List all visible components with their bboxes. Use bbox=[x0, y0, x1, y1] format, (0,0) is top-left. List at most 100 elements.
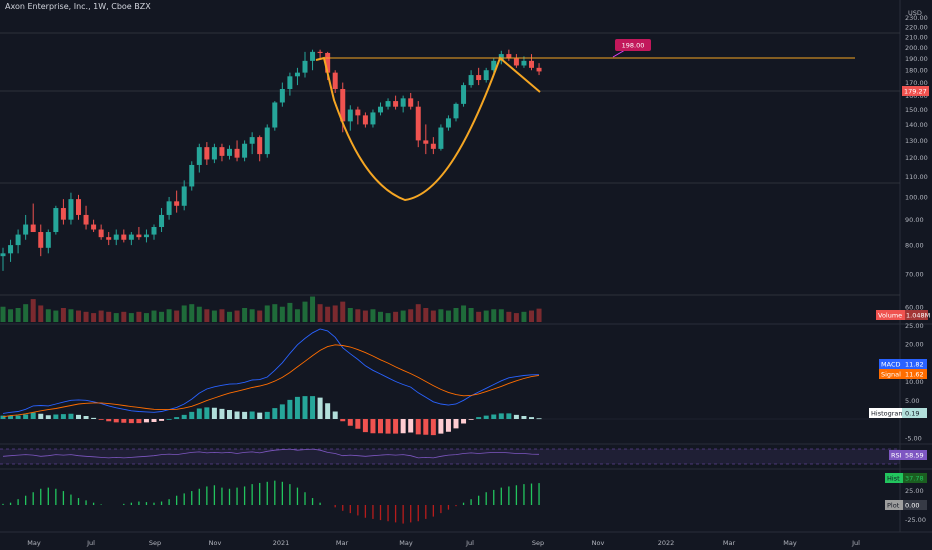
candle-body bbox=[257, 137, 263, 155]
volume-bar bbox=[362, 310, 368, 322]
macd-histogram-bar bbox=[408, 419, 414, 433]
volume-tag-value: 1.048M bbox=[906, 312, 930, 320]
volume-bar bbox=[189, 304, 195, 322]
volume-bar bbox=[91, 313, 97, 322]
candle-body bbox=[45, 232, 51, 248]
volume-tag-name: Volume bbox=[878, 312, 902, 320]
plot-tag-value: 0.00 bbox=[905, 502, 919, 510]
volume-bar bbox=[415, 304, 421, 322]
volume-bar bbox=[159, 311, 165, 322]
price-tick-label: 70.00 bbox=[905, 270, 924, 278]
candle-body bbox=[98, 229, 104, 238]
macd-histogram-bar bbox=[60, 414, 66, 419]
macd-histogram-bar bbox=[378, 419, 383, 434]
plot-tag-name-bg bbox=[885, 500, 903, 510]
macd-histogram-bar bbox=[279, 404, 285, 419]
histogram-tag-bg bbox=[869, 408, 927, 418]
price-tick-label: 190.00 bbox=[905, 55, 928, 63]
candle-body bbox=[536, 67, 542, 72]
time-axis-label: May bbox=[399, 539, 413, 547]
macd-histogram-bar bbox=[136, 419, 142, 424]
volume-bar bbox=[476, 311, 482, 322]
macd-tag-name: MACD bbox=[881, 361, 900, 369]
candle-body bbox=[211, 147, 217, 160]
volume-bar bbox=[378, 311, 383, 322]
candle-body bbox=[53, 208, 59, 233]
volume-bar bbox=[257, 310, 263, 322]
volume-bar bbox=[8, 309, 14, 322]
volume-bar bbox=[60, 308, 66, 322]
hist-tag-name: Hist bbox=[887, 475, 900, 483]
candle-body bbox=[83, 214, 89, 225]
macd-tag-value: 11.82 bbox=[905, 361, 924, 369]
candle-body bbox=[68, 199, 74, 220]
macd-histogram-bar bbox=[8, 415, 14, 419]
rsi-band bbox=[0, 449, 900, 464]
volume-bar bbox=[23, 304, 29, 322]
candle-body bbox=[219, 147, 225, 156]
macd-histogram-bar bbox=[38, 413, 44, 419]
macd-histogram-bar bbox=[461, 419, 467, 424]
volume-bar bbox=[234, 310, 240, 322]
target-label-bg bbox=[615, 39, 651, 51]
candle-body bbox=[136, 234, 142, 238]
macd-histogram-bar bbox=[483, 415, 489, 419]
candle-body bbox=[385, 101, 391, 107]
macd-histogram-bar bbox=[211, 407, 217, 419]
volume-bar bbox=[347, 308, 353, 322]
volume-bar bbox=[211, 310, 217, 322]
macd-histogram-bar bbox=[128, 419, 134, 424]
signal-tag-name: Signal bbox=[881, 371, 901, 379]
macd-histogram-bar bbox=[45, 415, 51, 419]
candle-body bbox=[347, 109, 353, 122]
target-label: 198.00 bbox=[622, 42, 645, 50]
price-tick-label: 100.00 bbox=[905, 193, 928, 201]
volume-bar bbox=[264, 305, 270, 322]
macd-histogram-bar bbox=[249, 411, 255, 419]
volume-bar bbox=[181, 305, 187, 322]
candle-body bbox=[174, 201, 180, 206]
price-tick-label: 210.00 bbox=[905, 33, 928, 41]
time-axis-label: Jul bbox=[465, 539, 474, 547]
volume-bar bbox=[128, 313, 134, 322]
volume-bar bbox=[461, 305, 467, 322]
volume-bar bbox=[151, 310, 157, 322]
candle-body bbox=[151, 227, 157, 235]
volume-bar bbox=[325, 306, 331, 322]
macd-histogram-bar bbox=[264, 411, 270, 419]
macd-histogram-bar bbox=[423, 419, 429, 435]
candle-body bbox=[430, 143, 436, 149]
candle-body bbox=[310, 51, 316, 61]
volume-bar bbox=[513, 313, 519, 322]
volume-bar bbox=[204, 309, 210, 322]
macd-histogram-bar bbox=[83, 416, 89, 419]
macd-histogram-bar bbox=[242, 411, 248, 419]
macd-histogram-bar bbox=[23, 414, 29, 419]
volume-bar bbox=[76, 310, 81, 322]
volume-bar bbox=[521, 311, 527, 322]
volume-bar bbox=[385, 313, 391, 322]
candle-body bbox=[521, 60, 527, 66]
time-axis-label: Sep bbox=[532, 539, 544, 547]
volume-bar bbox=[393, 311, 399, 322]
histogram-tag-value: 0.19 bbox=[905, 410, 919, 418]
macd-histogram-bar bbox=[340, 419, 346, 422]
volume-bar bbox=[302, 301, 308, 322]
macd-tick-label: 20.00 bbox=[905, 341, 924, 349]
candle-body bbox=[30, 224, 36, 233]
volume-bar bbox=[38, 305, 44, 322]
volume-bar bbox=[219, 309, 225, 322]
volume-bar bbox=[45, 309, 51, 322]
plot-tag-name: Plot bbox=[887, 502, 900, 510]
volume-bar bbox=[287, 302, 293, 322]
macd-histogram-bar bbox=[400, 419, 406, 434]
candle-body bbox=[272, 102, 278, 128]
candle-body bbox=[121, 234, 127, 240]
macd-histogram-bar bbox=[113, 419, 119, 423]
macd-histogram-bar bbox=[98, 419, 104, 420]
candle-body bbox=[506, 54, 512, 59]
macd-histogram-bar bbox=[53, 414, 59, 419]
candle-body bbox=[340, 88, 346, 122]
macd-histogram-bar bbox=[174, 417, 180, 419]
